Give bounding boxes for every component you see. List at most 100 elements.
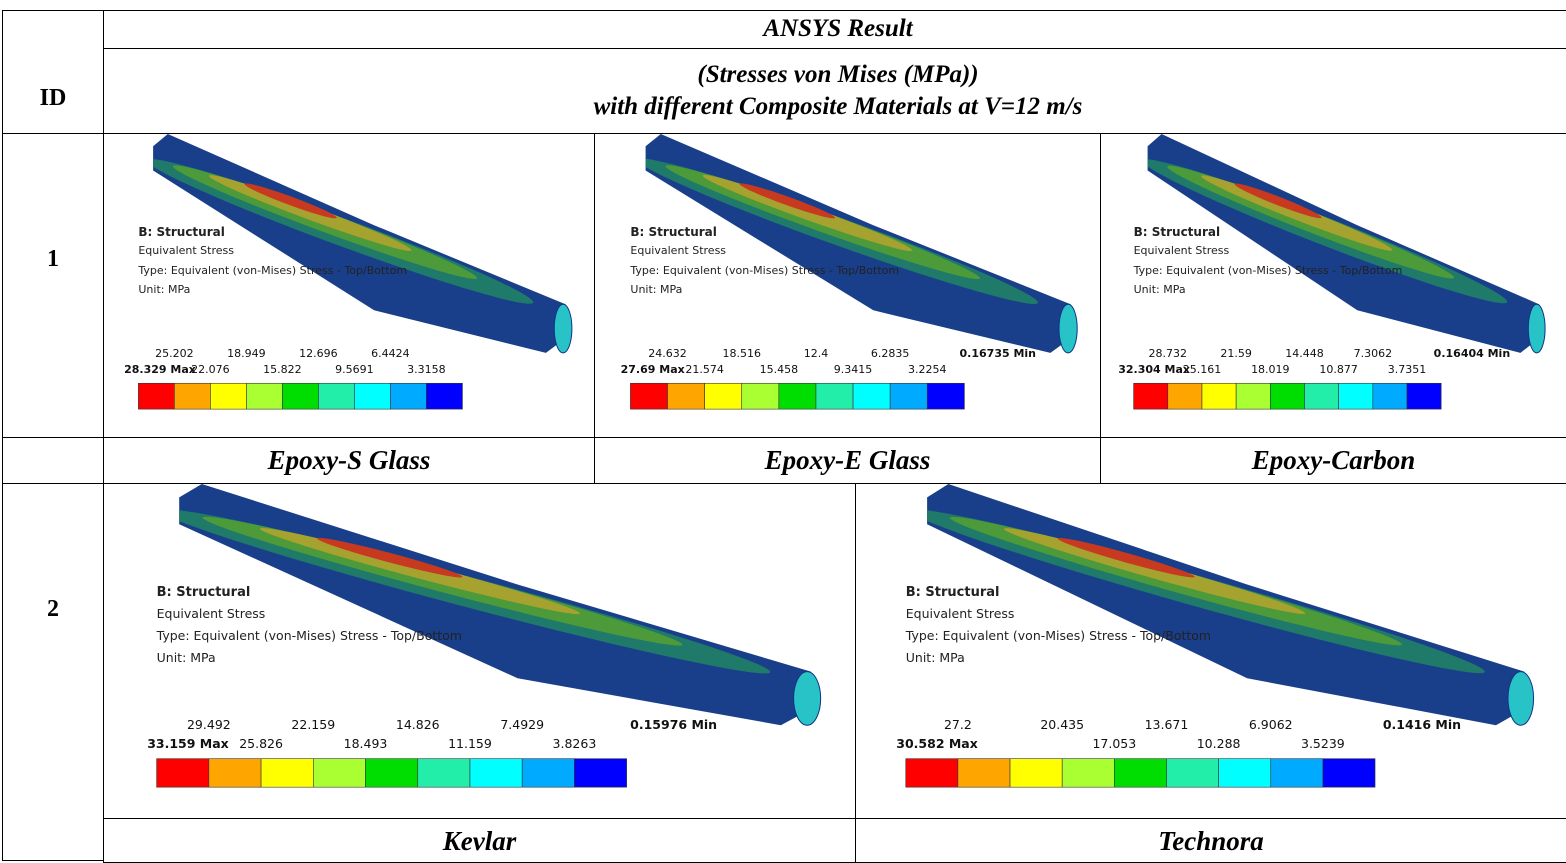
legend-swatch (705, 383, 742, 409)
legend-swatch (816, 383, 853, 409)
ansys-system: B: Structural (1134, 225, 1220, 239)
legend-swatch (1062, 759, 1114, 787)
legend-swatch (210, 383, 246, 409)
ansys-unit: Unit: MPa (906, 650, 965, 665)
material-label: Epoxy-S Glass (103, 437, 595, 484)
row-id: 2 (2, 483, 104, 861)
legend-top-label: 14.826 (396, 717, 440, 732)
legend-swatch (313, 759, 365, 787)
legend-top-label: 6.9062 (1249, 717, 1293, 732)
legend-bottom-label: 30.582 Max (896, 736, 978, 751)
legend-swatch (426, 383, 462, 409)
legend-bottom-label: 9.5691 (335, 363, 374, 376)
page: {"header": {"id": "ID", "title": "ANSYS … (0, 0, 1566, 851)
subtitle-line: (Stresses von Mises (MPa)) (104, 59, 1566, 91)
ansys-type: Type: Equivalent (von-Mises) Stress - To… (630, 264, 899, 277)
legend-top-label: 28.732 (1149, 347, 1188, 360)
legend-swatch (958, 759, 1010, 787)
ansys-type: Type: Equivalent (von-Mises) Stress - To… (906, 628, 1211, 643)
legend-top-label: 0.15976 Min (630, 717, 717, 732)
legend-swatch (470, 759, 522, 787)
legend-bottom-label: 10.877 (1319, 363, 1358, 376)
legend-swatch (246, 383, 282, 409)
legend-bottom-label: 18.493 (344, 736, 388, 751)
id-header: ID (2, 10, 104, 134)
legend-swatch (1373, 383, 1407, 409)
legend-bottom-label: 17.053 (1092, 736, 1136, 751)
result-panel: B: Structural Equivalent Stress Type: Equi… (855, 483, 1566, 819)
legend-top-label: 18.949 (227, 347, 266, 360)
legend-top-label: 6.4424 (371, 347, 410, 360)
legend-swatch (1168, 383, 1202, 409)
legend-bottom-label: 27.69 Max (621, 363, 685, 376)
legend-bottom-label: 33.159 Max (147, 736, 229, 751)
legend-top-label: 18.516 (722, 347, 761, 360)
legend-top-label: 14.448 (1285, 347, 1324, 360)
legend-top-label: 6.2835 (871, 347, 910, 360)
material-label: Epoxy-E Glass (594, 437, 1101, 484)
legend-bottom-label: 25.161 (1183, 363, 1222, 376)
legend-bottom-label: 3.2254 (908, 363, 947, 376)
ansys-type: Type: Equivalent (von-Mises) Stress - To… (157, 628, 462, 643)
legend-swatch (138, 383, 174, 409)
legend-swatch (1270, 383, 1304, 409)
table-title: ANSYS Result (103, 10, 1566, 49)
legend-bottom-label: 10.288 (1197, 736, 1241, 751)
legend-bottom-label: 18.019 (1251, 363, 1290, 376)
empty-cell (2, 437, 104, 484)
legend-swatch (1114, 759, 1166, 787)
legend-top-label: 24.632 (648, 347, 687, 360)
legend-swatch (1219, 759, 1271, 787)
legend-swatch (574, 759, 626, 787)
legend-bottom-label: 3.7351 (1388, 363, 1427, 376)
row-id: 1 (2, 133, 104, 438)
ansys-system: B: Structural (906, 585, 1000, 600)
legend-swatch (1166, 759, 1218, 787)
legend-bottom-label: 3.8263 (553, 736, 597, 751)
legend-bottom-label: 25.826 (239, 736, 283, 751)
ansys-system: B: Structural (138, 225, 224, 239)
legend-bottom-label: 21.574 (685, 363, 724, 376)
legend-bottom-label: 15.458 (760, 363, 799, 376)
legend-bottom-label: 15.822 (263, 363, 302, 376)
legend-swatch (1304, 383, 1338, 409)
legend-bottom-label: 11.159 (448, 736, 492, 751)
legend-swatch (1339, 383, 1373, 409)
result-panel: B: StructuralEquivalent StressType: Equi… (103, 483, 856, 819)
legend-swatch (390, 383, 426, 409)
material-label: Kevlar (103, 818, 856, 863)
legend-swatch (1407, 383, 1441, 409)
legend-swatch (157, 759, 209, 787)
legend-top-label: 0.1416 Min (1383, 717, 1461, 732)
legend-bottom-label: 28.329 Max (124, 363, 196, 376)
ansys-unit: Unit: MPa (138, 283, 190, 296)
legend-top-label: 0.16404 Min (1434, 347, 1510, 360)
legend-swatch (742, 383, 779, 409)
legend-bottom-label: 3.5239 (1301, 736, 1345, 751)
legend-swatch (366, 759, 418, 787)
ansys-quantity: Equivalent Stress (157, 606, 266, 621)
legend-swatch (1323, 759, 1375, 787)
legend-bottom-label: 22.076 (191, 363, 230, 376)
legend-swatch (1202, 383, 1236, 409)
legend-swatch (354, 383, 390, 409)
ansys-quantity: Equivalent Stress (1134, 244, 1230, 257)
legend-swatch (668, 383, 705, 409)
legend-top-label: 7.4929 (500, 717, 544, 732)
ansys-unit: Unit: MPa (1134, 283, 1186, 296)
legend-swatch (630, 383, 667, 409)
legend-swatch (282, 383, 318, 409)
table-subtitle: (Stresses von Mises (MPa)) with differen… (103, 48, 1566, 134)
legend-top-label: 13.671 (1145, 717, 1189, 732)
legend-swatch (174, 383, 210, 409)
ansys-system: B: Structural (630, 225, 716, 239)
ansys-quantity: Equivalent Stress (906, 606, 1015, 621)
subtitle-line: with different Composite Materials at V=… (104, 91, 1566, 123)
legend-swatch (1271, 759, 1323, 787)
ansys-quantity: Equivalent Stress (138, 244, 234, 257)
legend-swatch (853, 383, 890, 409)
legend-swatch (906, 759, 958, 787)
legend-top-label: 20.435 (1040, 717, 1084, 732)
legend-swatch (890, 383, 927, 409)
